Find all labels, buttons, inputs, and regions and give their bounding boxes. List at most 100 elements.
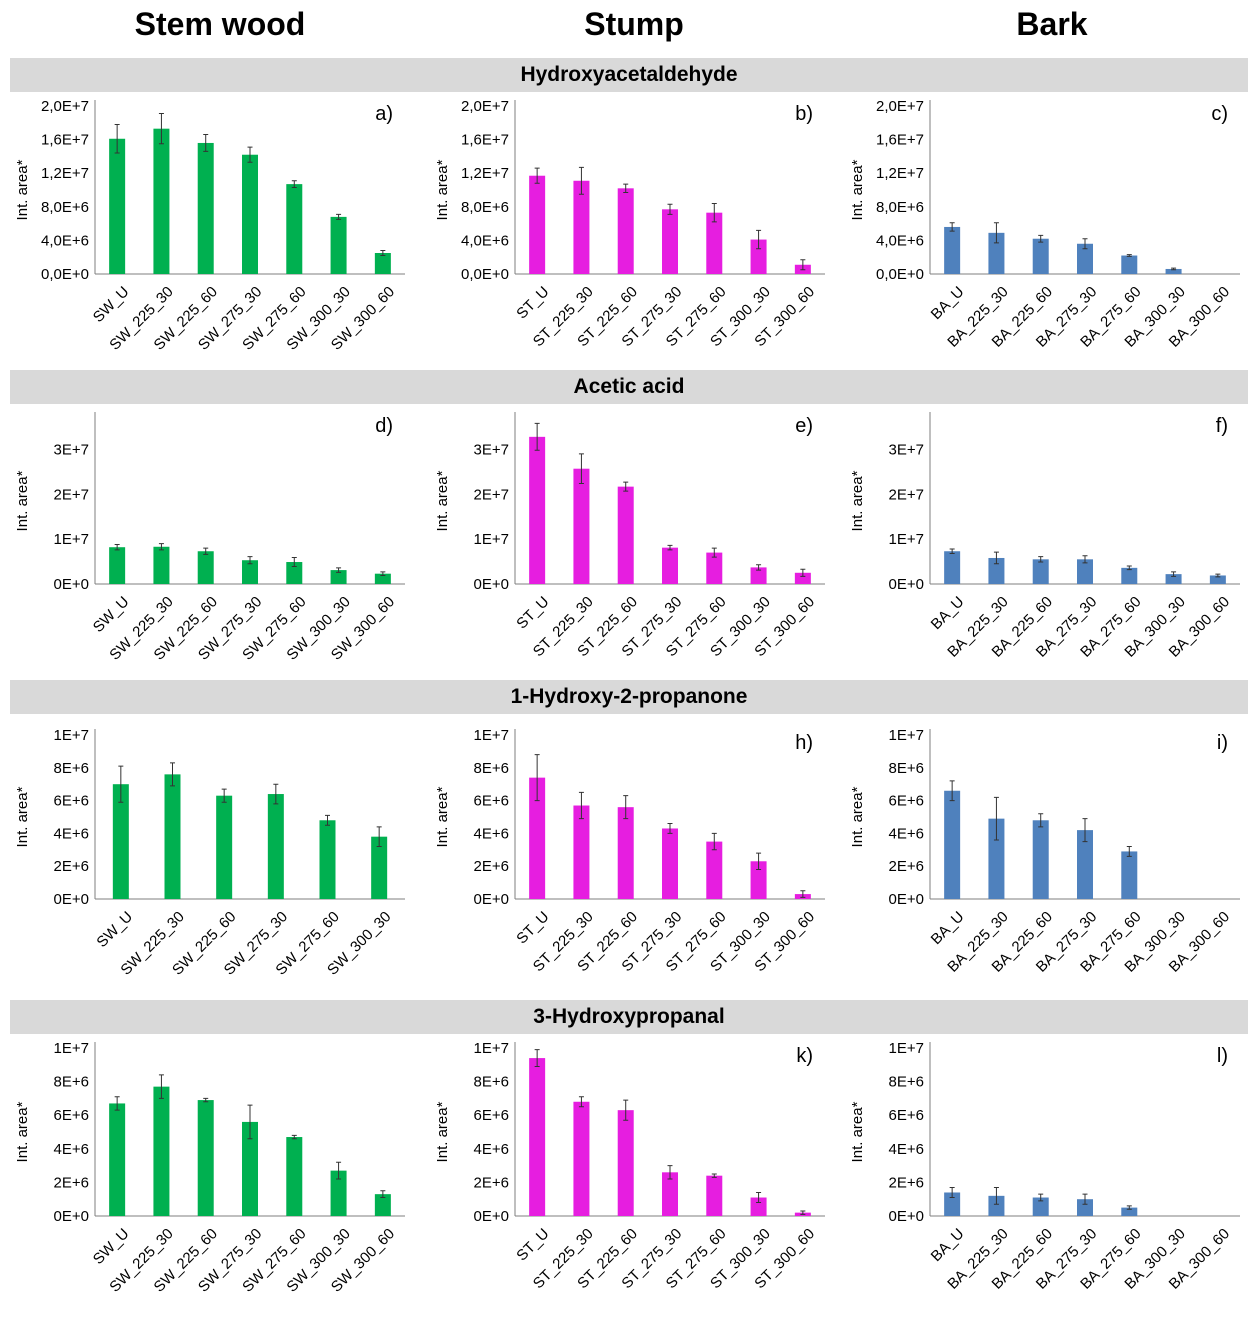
bar bbox=[1077, 559, 1093, 584]
error-bar bbox=[534, 422, 540, 451]
x-tick-label: SW_U bbox=[90, 593, 133, 636]
bar bbox=[1032, 820, 1049, 899]
y-axis-title: Int. area* bbox=[849, 470, 866, 531]
error-bar bbox=[1038, 1193, 1044, 1202]
bar bbox=[242, 1121, 258, 1216]
error-bar bbox=[325, 814, 330, 826]
bar bbox=[750, 1197, 767, 1216]
y-tick-label: 4E+6 bbox=[54, 1141, 89, 1158]
bar bbox=[216, 795, 233, 899]
y-tick-label: 1,6E+7 bbox=[876, 132, 924, 149]
y-tick-label: 6E+6 bbox=[889, 1107, 924, 1124]
chart-panel-c: 0,0E+0 4,0E+6 8,0E+6 1,2E+7 1,6E+7 2,0E+7 Int.… bbox=[849, 98, 1240, 351]
section-title-acetic-acid: Acetic acid bbox=[10, 370, 1248, 404]
error-bar bbox=[291, 1134, 297, 1140]
error-bar bbox=[1082, 555, 1088, 564]
y-tick-label: 2,0E+7 bbox=[876, 98, 924, 115]
x-tick-label: SW_U bbox=[93, 908, 136, 951]
y-tick-label: 2E+6 bbox=[54, 1174, 89, 1191]
y-tick-label: 1E+7 bbox=[474, 727, 509, 744]
y-tick-label: 6E+6 bbox=[474, 1107, 509, 1124]
y-tick-label: 2E+6 bbox=[54, 858, 89, 875]
bar bbox=[706, 212, 723, 274]
bar bbox=[109, 138, 126, 274]
y-tick-label: 0,0E+0 bbox=[461, 266, 509, 283]
bar bbox=[330, 570, 347, 584]
y-axis-title: Int. area* bbox=[434, 470, 451, 531]
y-tick-label: 4E+6 bbox=[889, 825, 924, 842]
bar bbox=[242, 560, 258, 584]
chart-panel-i: 0E+0 2E+6 4E+6 6E+6 8E+6 1E+7 Int. area* i) BA_U… bbox=[849, 727, 1240, 976]
error-bar bbox=[1038, 234, 1044, 243]
error-bar bbox=[623, 795, 629, 820]
panel-label: k) bbox=[796, 1045, 813, 1067]
bar bbox=[988, 232, 1005, 274]
error-bar bbox=[578, 453, 584, 485]
y-tick-label: 8,0E+6 bbox=[876, 199, 924, 216]
error-bar bbox=[949, 1186, 955, 1199]
bar bbox=[374, 1194, 391, 1216]
y-tick-label: 8E+6 bbox=[474, 760, 509, 777]
error-bar bbox=[756, 229, 762, 250]
y-tick-label: 4,0E+6 bbox=[876, 232, 924, 249]
error-bar bbox=[1038, 556, 1044, 563]
y-tick-label: 1,6E+7 bbox=[41, 132, 89, 149]
y-tick-label: 1E+7 bbox=[889, 727, 924, 744]
y-tick-label: 4E+6 bbox=[474, 1141, 509, 1158]
error-bar bbox=[1126, 846, 1132, 857]
panel-label: h) bbox=[795, 732, 813, 754]
error-bar bbox=[756, 564, 762, 571]
error-bar bbox=[993, 796, 999, 841]
section-title-hydroxypropanone: 1-Hydroxy-2-propanone bbox=[10, 680, 1248, 714]
y-tick-label: 4E+6 bbox=[54, 825, 89, 842]
bar bbox=[330, 216, 347, 274]
panel-label: a) bbox=[375, 103, 393, 125]
bar bbox=[286, 562, 303, 584]
y-tick-label: 2,0E+7 bbox=[461, 98, 509, 115]
error-bar bbox=[1126, 1205, 1132, 1210]
panel-label: d) bbox=[375, 415, 393, 437]
bar bbox=[1077, 243, 1093, 274]
error-bar bbox=[203, 1097, 209, 1103]
y-tick-label: 4,0E+6 bbox=[461, 232, 509, 249]
bar bbox=[617, 188, 634, 274]
bar bbox=[109, 547, 126, 584]
bar bbox=[197, 142, 214, 274]
y-tick-label: 1E+7 bbox=[474, 1040, 509, 1057]
bar bbox=[267, 794, 284, 899]
y-tick-label: 1E+7 bbox=[474, 531, 509, 548]
bar bbox=[944, 226, 961, 274]
error-bar bbox=[578, 791, 584, 820]
column-heading-stem-wood: Stem wood bbox=[134, 6, 306, 42]
error-bar bbox=[1171, 571, 1177, 577]
bar bbox=[1165, 268, 1182, 274]
bar bbox=[794, 572, 811, 584]
x-tick-label: SW_U bbox=[90, 283, 133, 326]
bar bbox=[286, 1137, 303, 1216]
bar bbox=[706, 1175, 723, 1216]
bar bbox=[988, 818, 1005, 899]
error-bar bbox=[114, 1096, 120, 1111]
error-bar bbox=[623, 1099, 629, 1121]
error-bar bbox=[711, 202, 717, 223]
error-bar bbox=[376, 826, 382, 848]
error-bar bbox=[756, 852, 762, 870]
bar bbox=[374, 573, 391, 584]
bar bbox=[1209, 575, 1226, 584]
y-tick-label: 8E+6 bbox=[889, 1074, 924, 1091]
x-tick-label: BA_U bbox=[928, 593, 968, 633]
bar bbox=[371, 836, 388, 899]
bar bbox=[662, 1172, 678, 1216]
bar bbox=[153, 128, 170, 274]
y-tick-label: 0E+0 bbox=[889, 576, 924, 593]
bar bbox=[944, 551, 961, 584]
y-tick-label: 8,0E+6 bbox=[461, 199, 509, 216]
bar bbox=[1032, 559, 1049, 584]
y-tick-label: 0E+0 bbox=[54, 1208, 89, 1225]
error-bar bbox=[380, 1190, 386, 1199]
error-bar bbox=[756, 1191, 762, 1204]
y-tick-label: 8E+6 bbox=[889, 760, 924, 777]
error-bar bbox=[203, 134, 209, 152]
